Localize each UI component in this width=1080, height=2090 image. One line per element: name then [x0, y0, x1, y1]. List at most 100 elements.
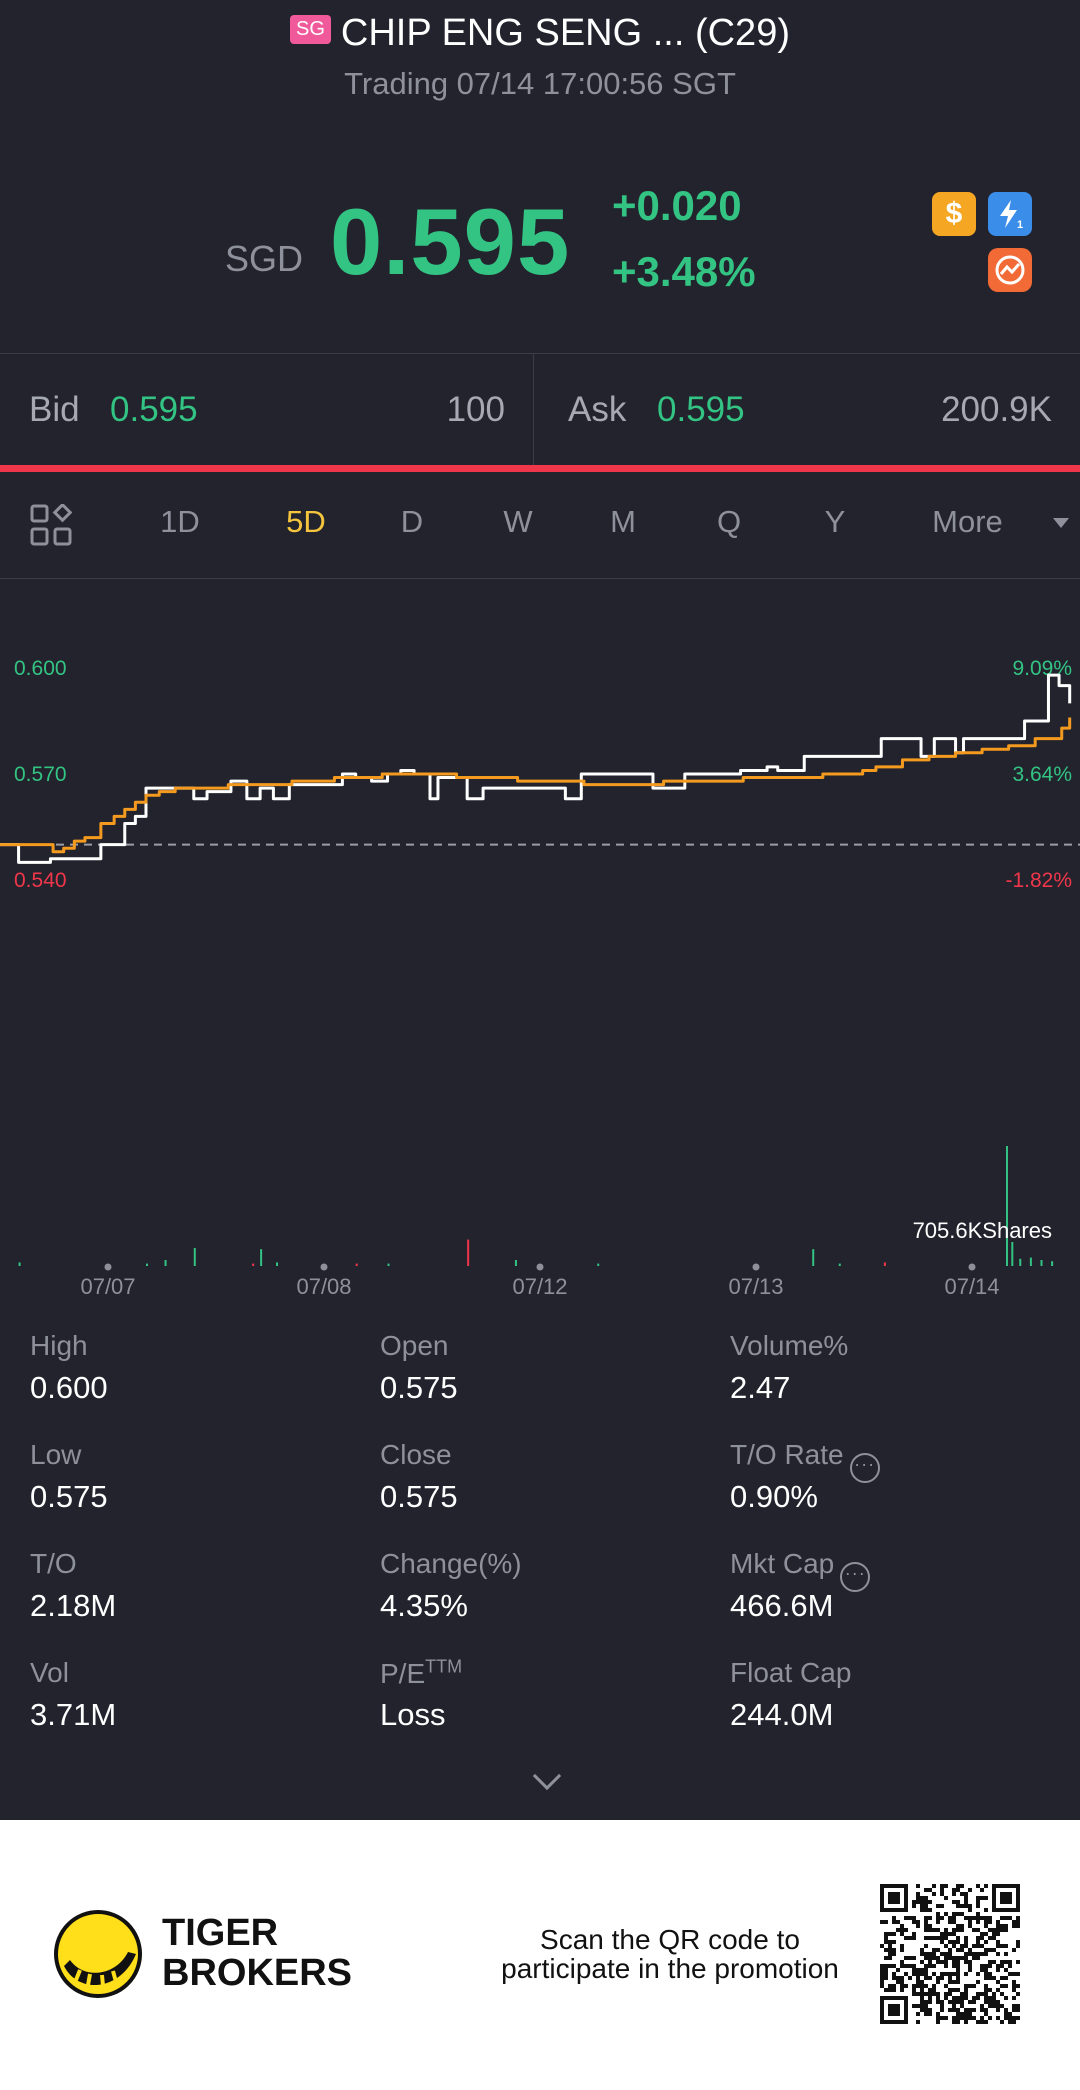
qr-module: [1000, 1976, 1004, 1980]
qr-module: [888, 1956, 892, 1960]
qr-module: [976, 1904, 980, 1908]
qr-module: [988, 1976, 992, 1980]
volume-bar: [18, 1262, 21, 1266]
qr-module: [908, 1956, 912, 1960]
grid-menu-icon[interactable]: [30, 502, 73, 546]
tab-quarterly[interactable]: Q: [716, 504, 742, 539]
qr-module: [1012, 1920, 1016, 1924]
qr-module: [960, 1956, 964, 1960]
qr-module: [1016, 1940, 1020, 1944]
qr-module: [960, 1948, 964, 1952]
qr-module: [892, 1972, 896, 1976]
qr-module: [940, 1904, 944, 1908]
x-tick-label: 07/12: [512, 1274, 567, 1299]
stat-label-t-o: T/O: [30, 1548, 77, 1580]
qr-module: [972, 1916, 976, 1920]
more-info-icon[interactable]: ···: [849, 1453, 880, 1483]
qr-module: [972, 1944, 976, 1948]
tab-yearly[interactable]: Y: [824, 504, 846, 539]
qr-module: [928, 1888, 932, 1892]
qr-module: [880, 1920, 884, 1924]
qr-module: [924, 2000, 928, 2004]
y-tick-right: 3.64%: [1012, 763, 1072, 786]
qr-module: [880, 1944, 884, 1948]
qr-module: [928, 1928, 932, 1932]
qr-module: [952, 1944, 956, 1948]
qr-module: [904, 1984, 908, 1988]
qr-module: [924, 1928, 928, 1932]
qr-module: [880, 1976, 884, 1980]
qr-module: [1008, 1916, 1012, 1920]
qr-module: [992, 2000, 996, 2004]
qr-module: [948, 1952, 952, 1956]
qr-module: [912, 1936, 916, 1940]
price-chart[interactable]: 0.600 0.570 0.540 9.09% 3.64% -1.82% 705.6KSha…: [0, 580, 1080, 1300]
expand-chevron-icon[interactable]: [532, 1761, 562, 1791]
qr-module: [984, 1952, 988, 1956]
qr-module: [976, 2020, 980, 2024]
qr-module: [956, 1936, 960, 1940]
tab-more[interactable]: More: [932, 504, 1003, 539]
qr-module: [940, 1892, 944, 1896]
tab-weekly[interactable]: W: [503, 504, 533, 539]
volume-bar: [193, 1248, 196, 1266]
lightning-level1-icon[interactable]: 1: [988, 192, 1032, 236]
qr-module: [900, 1948, 904, 1952]
qr-module: [932, 1884, 936, 1888]
qr-module: [920, 1948, 924, 1952]
qr-module: [976, 1944, 980, 1948]
tab-monthly[interactable]: M: [610, 504, 636, 539]
qr-module: [892, 1964, 896, 1968]
qr-module: [932, 1952, 936, 1956]
stat-label-mkt-cap: Mkt Cap ···: [730, 1548, 871, 1592]
qr-module: [920, 2004, 924, 2008]
stat-label-high: High: [30, 1330, 88, 1362]
qr-module: [960, 1928, 964, 1932]
qr-module: [984, 1976, 988, 1980]
qr-finder: [1000, 1892, 1012, 1904]
bid-ask-ratio-bar: [0, 465, 1080, 472]
qr-module: [960, 1904, 964, 1908]
qr-module: [968, 1904, 972, 1908]
qr-module: [972, 1956, 976, 1960]
tab-1d[interactable]: 1D: [160, 504, 200, 539]
qr-module: [1004, 1944, 1008, 1948]
qr-module: [928, 1900, 932, 1904]
qr-module: [932, 1892, 936, 1896]
qr-module: [976, 1928, 980, 1932]
qr-module: [984, 2012, 988, 2016]
qr-module: [960, 1996, 964, 2000]
qr-module: [932, 1948, 936, 1952]
qr-module: [968, 1960, 972, 1964]
dollar-icon[interactable]: $: [932, 192, 976, 236]
qr-module: [984, 1940, 988, 1944]
qr-module: [968, 1948, 972, 1952]
qr-module: [980, 1888, 984, 1892]
qr-module: [960, 2012, 964, 2016]
qr-module: [952, 1916, 956, 1920]
qr-module: [924, 1924, 928, 1928]
qr-module: [932, 1992, 936, 1996]
trend-chart-icon[interactable]: [988, 248, 1032, 292]
qr-module: [912, 1984, 916, 1988]
qr-module: [1012, 1980, 1016, 1984]
qr-module: [972, 1996, 976, 2000]
more-info-icon[interactable]: ···: [840, 1562, 871, 1592]
qr-module: [908, 1916, 912, 1920]
volume-bar: [355, 1263, 358, 1266]
qr-module: [916, 1892, 920, 1896]
qr-module: [940, 1888, 944, 1892]
qr-module: [968, 2000, 972, 2004]
qr-module: [988, 1920, 992, 1924]
volume-bar: [514, 1260, 517, 1266]
tab-daily[interactable]: D: [400, 504, 424, 539]
qr-module: [948, 2008, 952, 2012]
chevron-down-icon[interactable]: [1053, 518, 1069, 528]
qr-module: [956, 1988, 960, 1992]
qr-module: [956, 2020, 960, 2024]
tab-5d[interactable]: 5D: [286, 504, 326, 539]
qr-module: [956, 1964, 960, 1968]
stat-label-close: Close: [380, 1439, 452, 1471]
volume-bar: [1029, 1257, 1032, 1266]
qr-module: [980, 1952, 984, 1956]
